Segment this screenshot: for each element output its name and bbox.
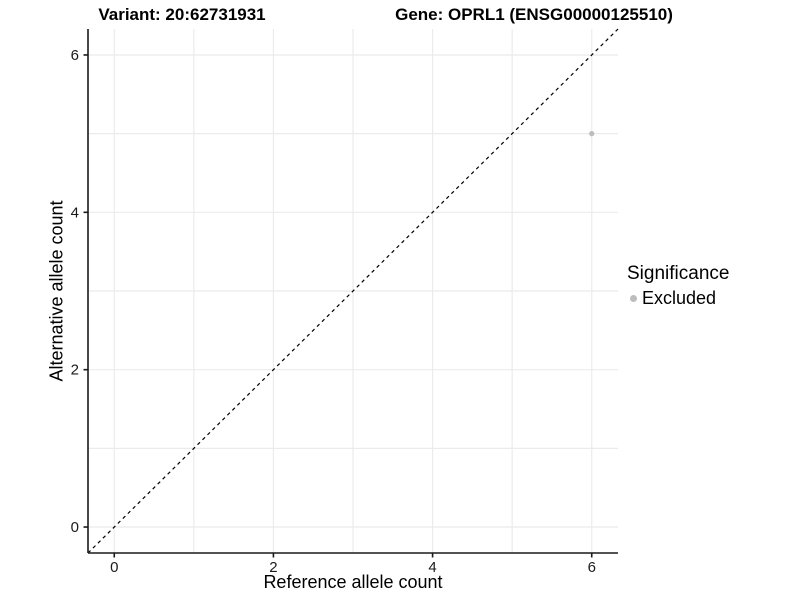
y-tick-label: 0 xyxy=(71,519,79,536)
variant-title: Variant: 20:62731931 xyxy=(98,5,266,24)
y-tick-label: 4 xyxy=(71,204,79,221)
x-tick-label: 4 xyxy=(428,559,436,576)
x-tick-label: 6 xyxy=(588,559,596,576)
x-axis-title: Reference allele count xyxy=(263,572,443,592)
data-point xyxy=(589,131,595,137)
gene-title: Gene: OPRL1 (ENSG00000125510) xyxy=(395,5,673,24)
legend: Significance Excluded xyxy=(627,263,729,309)
data-points xyxy=(589,131,595,137)
legend-title: Significance xyxy=(627,263,730,284)
y-tick-label: 6 xyxy=(71,47,79,64)
y-axis-title: Alternative allele count xyxy=(46,200,67,382)
legend-entry-excluded: Excluded xyxy=(630,288,729,309)
legend-entry-label: Excluded xyxy=(642,288,717,308)
y-tick-label: 2 xyxy=(71,362,79,379)
axis-ticks xyxy=(83,54,593,558)
axis-lines xyxy=(87,29,618,554)
legend-point-icon xyxy=(630,295,637,302)
x-tick-label: 2 xyxy=(269,559,277,576)
x-tick-label: 0 xyxy=(110,559,118,576)
tick-labels: 0 2 4 6 0 2 4 6 xyxy=(71,47,596,576)
identity-line xyxy=(87,28,619,554)
